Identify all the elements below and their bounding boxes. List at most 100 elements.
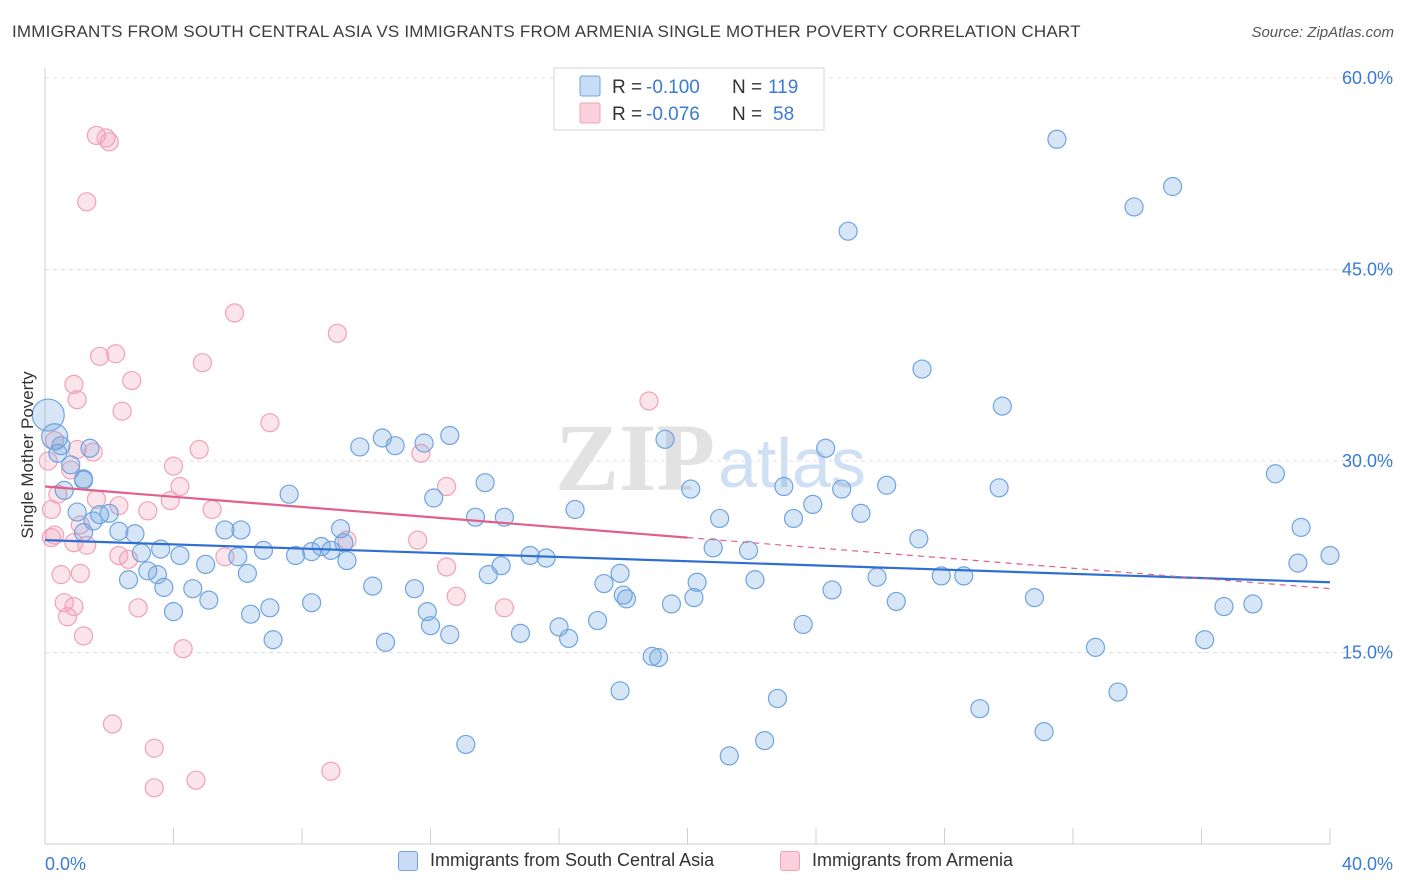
data-point-armenia bbox=[144, 738, 164, 758]
data-point-south-central-asia bbox=[655, 429, 675, 449]
data-point-south-central-asia bbox=[587, 610, 608, 631]
data-point-south-central-asia bbox=[1085, 637, 1106, 657]
legend-swatch-pink bbox=[579, 102, 601, 124]
data-point-south-central-asia bbox=[1291, 517, 1311, 537]
data-point-south-central-asia bbox=[989, 478, 1009, 498]
grid bbox=[44, 77, 1393, 844]
data-point-armenia bbox=[170, 476, 190, 497]
data-point-south-central-asia bbox=[215, 520, 235, 540]
data-point-armenia bbox=[446, 586, 466, 606]
data-point-south-central-asia bbox=[170, 545, 190, 566]
data-point-south-central-asia bbox=[375, 632, 396, 652]
data-point-south-central-asia bbox=[681, 479, 701, 499]
y-tick-label: 30.0% bbox=[1342, 451, 1393, 471]
data-point-south-central-asia bbox=[404, 579, 425, 599]
data-point-armenia bbox=[109, 496, 129, 516]
data-point-south-central-asia bbox=[745, 570, 765, 590]
data-point-armenia bbox=[494, 598, 514, 618]
data-point-armenia bbox=[173, 639, 193, 659]
data-point-south-central-asia bbox=[99, 503, 119, 523]
data-point-south-central-asia bbox=[1214, 596, 1234, 617]
data-point-south-central-asia bbox=[931, 566, 951, 586]
chart-title: IMMIGRANTS FROM SOUTH CENTRAL ASIA VS IM… bbox=[12, 22, 1081, 41]
data-point-south-central-asia bbox=[334, 533, 354, 553]
data-point-south-central-asia bbox=[417, 602, 437, 622]
series-south-central-asia-points bbox=[31, 129, 1340, 766]
y-tick-label: 45.0% bbox=[1342, 260, 1393, 280]
data-point-south-central-asia bbox=[510, 623, 531, 643]
data-point-armenia bbox=[41, 499, 62, 520]
data-point-south-central-asia bbox=[424, 488, 444, 508]
data-point-armenia bbox=[54, 593, 74, 613]
data-point-south-central-asia bbox=[109, 521, 129, 541]
data-point-south-central-asia bbox=[475, 473, 495, 493]
data-point-south-central-asia bbox=[51, 436, 71, 456]
data-point-south-central-asia bbox=[886, 591, 906, 612]
data-point-south-central-asia bbox=[241, 604, 261, 624]
data-point-armenia bbox=[122, 370, 142, 391]
data-point-south-central-asia bbox=[719, 746, 739, 766]
data-point-south-central-asia bbox=[774, 476, 794, 497]
data-point-south-central-asia bbox=[565, 499, 585, 520]
data-point-armenia bbox=[64, 374, 84, 394]
data-point-south-central-asia bbox=[163, 602, 184, 622]
data-point-armenia bbox=[99, 132, 119, 152]
x-tick-labels: 0.0% 40.0% bbox=[45, 854, 1393, 874]
data-point-south-central-asia bbox=[302, 593, 322, 613]
data-point-south-central-asia bbox=[199, 590, 219, 610]
data-point-south-central-asia bbox=[767, 688, 788, 709]
data-point-armenia bbox=[202, 499, 222, 520]
data-point-armenia bbox=[186, 770, 206, 790]
data-point-south-central-asia bbox=[1108, 682, 1128, 702]
legend-stats: R = -0.100 N = 119 R = -0.076 N = 58 bbox=[553, 67, 825, 131]
data-point-south-central-asia bbox=[738, 540, 759, 560]
data-point-south-central-asia bbox=[54, 480, 74, 500]
data-point-armenia bbox=[128, 598, 148, 618]
data-point-south-central-asia bbox=[363, 576, 383, 596]
data-point-south-central-asia bbox=[851, 503, 871, 523]
data-point-south-central-asia bbox=[147, 565, 168, 585]
data-point-south-central-asia bbox=[311, 536, 331, 557]
data-point-south-central-asia bbox=[491, 556, 511, 576]
data-point-south-central-asia bbox=[456, 734, 476, 755]
data-point-south-central-asia bbox=[648, 648, 669, 668]
data-point-south-central-asia bbox=[822, 580, 842, 600]
data-point-south-central-asia bbox=[285, 545, 306, 566]
legend-r-label-blue: R = bbox=[612, 77, 642, 98]
legend-item-south-central-asia: Immigrants from South Central Asia bbox=[398, 850, 714, 871]
y-tick-label: 15.0% bbox=[1342, 643, 1393, 663]
data-point-south-central-asia bbox=[832, 479, 852, 499]
data-point-south-central-asia bbox=[1288, 553, 1308, 573]
legend-label-south-central-asia: Immigrants from South Central Asia bbox=[430, 850, 715, 870]
data-point-armenia bbox=[639, 391, 659, 411]
data-point-south-central-asia bbox=[642, 646, 662, 666]
legend-n-label-blue: N = bbox=[732, 77, 762, 98]
data-point-south-central-asia bbox=[661, 594, 682, 614]
data-point-south-central-asia bbox=[783, 508, 804, 529]
data-point-armenia bbox=[192, 353, 213, 373]
data-point-south-central-asia bbox=[465, 507, 486, 527]
data-point-armenia bbox=[436, 557, 457, 577]
legend-bottom: Immigrants from South Central Asia Immig… bbox=[0, 850, 1406, 880]
x-tick-label-max: 40.0% bbox=[1342, 854, 1393, 874]
data-point-armenia bbox=[73, 626, 94, 646]
data-point-south-central-asia bbox=[594, 573, 614, 594]
data-point-armenia bbox=[106, 344, 126, 364]
data-point-armenia bbox=[77, 192, 97, 212]
legend-r-label-pink: R = bbox=[612, 104, 642, 125]
data-point-armenia bbox=[38, 451, 58, 471]
data-point-south-central-asia bbox=[90, 505, 110, 525]
data-point-south-central-asia bbox=[73, 522, 94, 543]
y-tick-label: 60.0% bbox=[1342, 68, 1393, 88]
trend-lines bbox=[44, 485, 1331, 590]
data-point-south-central-asia bbox=[1195, 630, 1215, 650]
data-point-south-central-asia bbox=[754, 730, 775, 751]
data-point-armenia bbox=[327, 323, 347, 343]
data-point-south-central-asia bbox=[684, 588, 704, 608]
data-point-south-central-asia bbox=[816, 438, 836, 458]
data-point-south-central-asia bbox=[131, 543, 151, 563]
trend-line-armenia bbox=[44, 485, 688, 539]
data-point-armenia bbox=[408, 530, 428, 550]
data-point-armenia bbox=[224, 303, 245, 323]
data-point-south-central-asia bbox=[420, 616, 441, 636]
